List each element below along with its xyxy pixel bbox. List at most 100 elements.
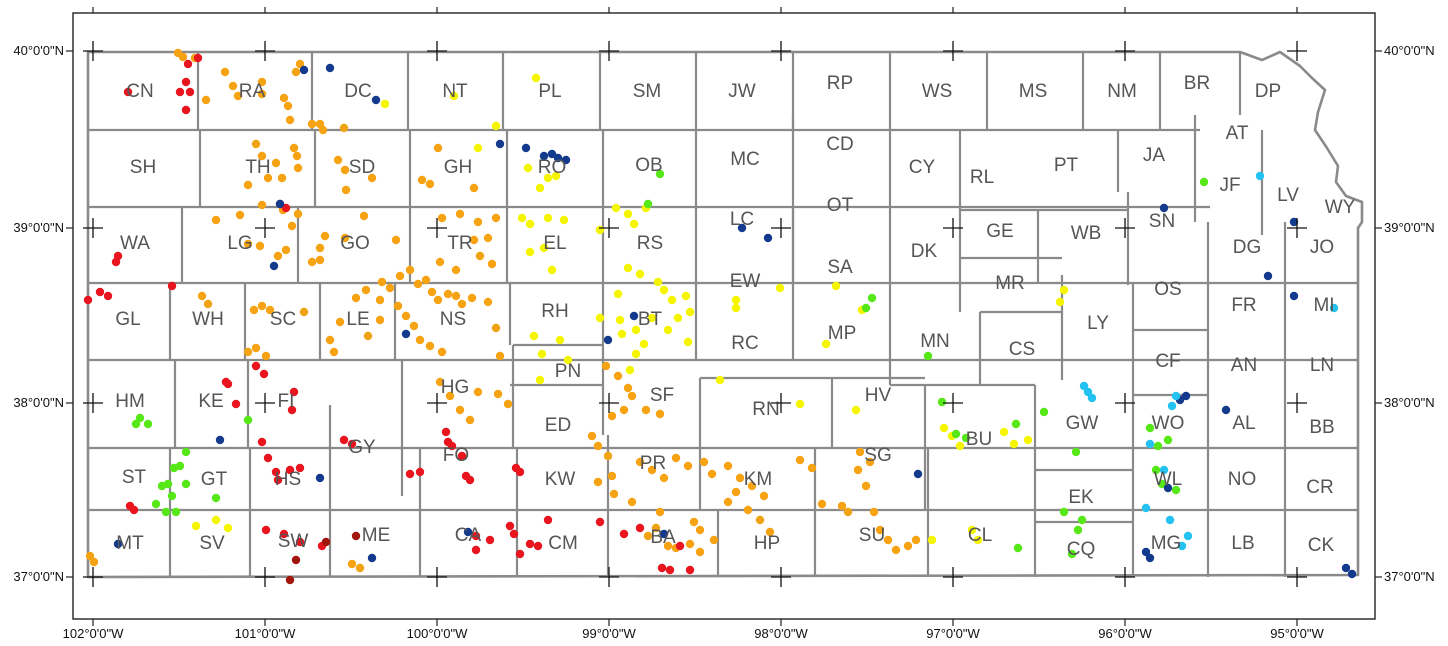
county-label-hg: HG xyxy=(441,377,470,398)
well-point xyxy=(277,173,287,183)
well-point xyxy=(435,377,445,387)
well-point xyxy=(329,347,339,357)
well-point xyxy=(181,77,191,87)
county-label-sm: SM xyxy=(633,81,662,102)
well-point xyxy=(1165,515,1175,525)
well-point xyxy=(347,559,357,569)
well-point xyxy=(683,461,693,471)
well-point xyxy=(613,371,623,381)
county-label-at: AT xyxy=(1226,123,1249,144)
well-point xyxy=(587,431,597,441)
well-point xyxy=(289,143,299,153)
well-point xyxy=(291,555,301,565)
county-label-rl: RL xyxy=(970,167,994,188)
county-label-mt: MT xyxy=(116,533,144,554)
well-point xyxy=(855,447,865,457)
well-point xyxy=(1145,553,1155,563)
county-label-dc: DC xyxy=(344,81,371,102)
well-point xyxy=(1153,441,1163,451)
longitude-label: 100°0'0"W xyxy=(407,626,468,641)
well-point xyxy=(292,151,302,161)
well-point xyxy=(473,143,483,153)
well-point xyxy=(257,77,267,87)
well-point xyxy=(685,565,695,575)
well-point xyxy=(671,453,681,463)
well-point xyxy=(503,399,513,409)
well-point xyxy=(318,125,328,135)
county-label-ws: WS xyxy=(922,81,953,102)
well-point xyxy=(161,507,171,517)
well-point xyxy=(421,275,431,285)
well-point xyxy=(437,347,447,357)
well-point xyxy=(143,419,153,429)
well-point xyxy=(731,303,741,313)
well-point xyxy=(95,287,105,297)
county-label-ro: RO xyxy=(538,157,567,178)
county-label-jo: JO xyxy=(1310,237,1334,258)
well-point xyxy=(525,219,535,229)
county-label-pl: PL xyxy=(538,81,561,102)
county-label-an: AN xyxy=(1231,355,1257,376)
county-label-bu: BU xyxy=(966,429,992,450)
latitude-label-left: 38°0'0"N xyxy=(13,395,64,410)
well-point xyxy=(607,411,617,421)
well-point xyxy=(651,523,661,533)
well-point xyxy=(325,63,335,73)
county-label-lv: LV xyxy=(1277,185,1299,206)
well-point xyxy=(653,277,663,287)
well-point xyxy=(491,323,501,333)
well-point xyxy=(89,557,99,567)
well-point xyxy=(595,225,605,235)
well-point xyxy=(891,545,901,555)
county-label-nm: NM xyxy=(1107,81,1137,102)
well-point xyxy=(465,475,475,485)
well-point xyxy=(351,531,361,541)
well-point xyxy=(875,525,885,535)
well-point xyxy=(495,351,505,361)
well-point xyxy=(157,481,167,491)
well-point xyxy=(937,397,947,407)
well-point xyxy=(1177,541,1187,551)
well-point xyxy=(433,143,443,153)
well-point xyxy=(131,419,141,429)
well-point xyxy=(315,243,325,253)
well-point xyxy=(469,235,479,245)
well-point xyxy=(151,499,161,509)
well-point xyxy=(111,257,121,267)
longitude-label: 95°0'0"W xyxy=(1270,626,1324,641)
county-label-kw: KW xyxy=(545,469,576,490)
well-point xyxy=(641,405,651,415)
well-point xyxy=(341,185,351,195)
well-point xyxy=(869,507,879,517)
latitude-label-left: 37°0'0"N xyxy=(13,569,64,584)
county-label-dg: DG xyxy=(1233,237,1262,258)
well-point xyxy=(619,529,629,539)
well-point xyxy=(281,245,291,255)
well-point xyxy=(471,531,481,541)
well-point xyxy=(515,549,525,559)
county-label-sh: SH xyxy=(130,157,156,178)
well-point xyxy=(635,269,645,279)
well-point xyxy=(551,171,561,181)
county-label-hm: HM xyxy=(115,391,145,412)
well-point xyxy=(831,281,841,291)
well-point xyxy=(425,179,435,189)
county-label-sg: SG xyxy=(864,445,891,466)
well-point xyxy=(743,505,753,515)
well-point xyxy=(615,315,625,325)
well-point xyxy=(613,289,623,299)
well-point xyxy=(1289,291,1299,301)
well-point xyxy=(427,287,437,297)
well-point xyxy=(659,285,669,295)
well-point xyxy=(197,291,207,301)
well-point xyxy=(715,375,725,385)
county-label-ck: CK xyxy=(1308,535,1335,556)
well-point xyxy=(455,209,465,219)
well-point xyxy=(1151,465,1161,475)
well-point xyxy=(1039,407,1049,417)
county-label-rs: RS xyxy=(637,233,663,254)
county-label-gl: GL xyxy=(115,309,140,330)
well-point xyxy=(539,151,549,161)
well-point xyxy=(647,313,657,323)
well-point xyxy=(215,435,225,445)
